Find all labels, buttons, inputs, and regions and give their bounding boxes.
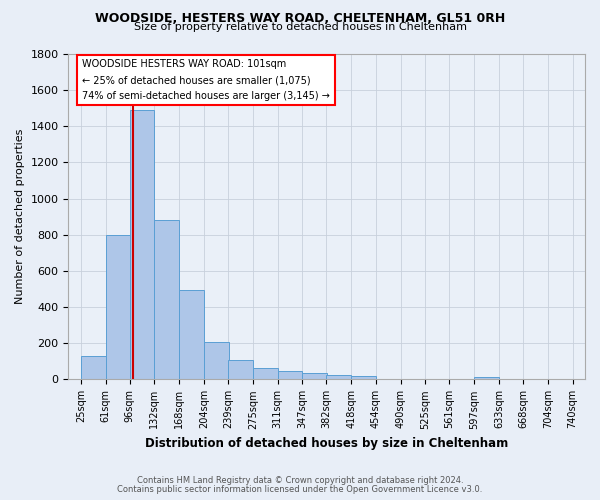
Bar [204, 342, 229, 380]
Bar [228, 360, 253, 380]
Bar [106, 235, 130, 380]
Bar [326, 374, 351, 380]
Bar [278, 371, 302, 380]
Y-axis label: Number of detached properties: Number of detached properties [15, 129, 25, 304]
X-axis label: Distribution of detached houses by size in Cheltenham: Distribution of detached houses by size … [145, 437, 508, 450]
Bar [179, 290, 204, 380]
Bar [351, 376, 376, 380]
Bar [302, 374, 327, 380]
Bar [253, 368, 278, 380]
Text: WOODSIDE, HESTERS WAY ROAD, CHELTENHAM, GL51 0RH: WOODSIDE, HESTERS WAY ROAD, CHELTENHAM, … [95, 12, 505, 26]
Text: WOODSIDE HESTERS WAY ROAD: 101sqm
← 25% of detached houses are smaller (1,075)
7: WOODSIDE HESTERS WAY ROAD: 101sqm ← 25% … [82, 60, 330, 100]
Bar [81, 356, 106, 380]
Text: Contains HM Land Registry data © Crown copyright and database right 2024.: Contains HM Land Registry data © Crown c… [137, 476, 463, 485]
Bar [154, 220, 179, 380]
Bar [474, 378, 499, 380]
Text: Contains public sector information licensed under the Open Government Licence v3: Contains public sector information licen… [118, 485, 482, 494]
Bar [130, 110, 154, 380]
Text: Size of property relative to detached houses in Cheltenham: Size of property relative to detached ho… [133, 22, 467, 32]
